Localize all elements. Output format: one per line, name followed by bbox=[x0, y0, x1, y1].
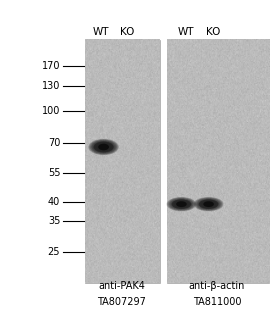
Ellipse shape bbox=[167, 197, 195, 211]
Ellipse shape bbox=[168, 198, 195, 211]
Ellipse shape bbox=[170, 199, 193, 210]
Text: 170: 170 bbox=[42, 60, 60, 70]
Ellipse shape bbox=[170, 199, 193, 210]
Ellipse shape bbox=[197, 199, 220, 210]
Ellipse shape bbox=[168, 198, 195, 211]
Ellipse shape bbox=[90, 140, 118, 155]
Ellipse shape bbox=[172, 200, 191, 209]
Text: KO: KO bbox=[206, 27, 220, 37]
Ellipse shape bbox=[91, 140, 116, 154]
Text: 55: 55 bbox=[48, 168, 60, 178]
Ellipse shape bbox=[94, 142, 113, 152]
Ellipse shape bbox=[167, 197, 196, 211]
Ellipse shape bbox=[176, 201, 187, 207]
Ellipse shape bbox=[92, 141, 115, 153]
Ellipse shape bbox=[197, 198, 220, 210]
Ellipse shape bbox=[172, 199, 191, 209]
Ellipse shape bbox=[94, 142, 113, 152]
Text: 25: 25 bbox=[48, 247, 60, 257]
Text: KO: KO bbox=[120, 27, 135, 37]
Text: anti-β-actin: anti-β-actin bbox=[189, 281, 245, 291]
Ellipse shape bbox=[171, 199, 192, 209]
Ellipse shape bbox=[92, 141, 115, 153]
Ellipse shape bbox=[198, 199, 219, 209]
Ellipse shape bbox=[194, 197, 223, 211]
Text: anti-PAK4: anti-PAK4 bbox=[98, 281, 145, 291]
Ellipse shape bbox=[170, 198, 193, 210]
Ellipse shape bbox=[93, 141, 114, 153]
Ellipse shape bbox=[171, 199, 192, 209]
Ellipse shape bbox=[199, 199, 218, 209]
Ellipse shape bbox=[168, 197, 195, 211]
Ellipse shape bbox=[199, 199, 218, 209]
Text: 100: 100 bbox=[42, 106, 60, 116]
Ellipse shape bbox=[94, 141, 114, 152]
Ellipse shape bbox=[91, 140, 116, 154]
Ellipse shape bbox=[94, 142, 114, 152]
Ellipse shape bbox=[169, 198, 194, 210]
Ellipse shape bbox=[90, 140, 117, 154]
Ellipse shape bbox=[197, 198, 221, 210]
Ellipse shape bbox=[166, 197, 197, 212]
Ellipse shape bbox=[88, 139, 119, 155]
Ellipse shape bbox=[195, 198, 222, 211]
FancyBboxPatch shape bbox=[85, 40, 160, 283]
Ellipse shape bbox=[194, 197, 223, 211]
Text: 35: 35 bbox=[48, 216, 60, 226]
Ellipse shape bbox=[195, 198, 222, 211]
Ellipse shape bbox=[93, 141, 114, 153]
Ellipse shape bbox=[193, 197, 224, 212]
Ellipse shape bbox=[90, 140, 117, 154]
Text: 40: 40 bbox=[48, 197, 60, 207]
Text: TA807297: TA807297 bbox=[97, 297, 146, 307]
Ellipse shape bbox=[169, 198, 194, 210]
Ellipse shape bbox=[196, 198, 221, 210]
Ellipse shape bbox=[199, 200, 218, 209]
Ellipse shape bbox=[199, 199, 219, 209]
Ellipse shape bbox=[171, 199, 192, 209]
Ellipse shape bbox=[203, 201, 214, 207]
Ellipse shape bbox=[89, 139, 118, 155]
Ellipse shape bbox=[198, 199, 219, 209]
Ellipse shape bbox=[167, 197, 196, 211]
Ellipse shape bbox=[91, 140, 116, 154]
Ellipse shape bbox=[92, 140, 116, 154]
Ellipse shape bbox=[98, 144, 109, 150]
Text: 70: 70 bbox=[48, 138, 60, 148]
Ellipse shape bbox=[196, 198, 221, 210]
Text: WT: WT bbox=[93, 27, 109, 37]
Ellipse shape bbox=[169, 198, 193, 210]
Ellipse shape bbox=[92, 141, 115, 153]
Ellipse shape bbox=[172, 199, 191, 209]
Ellipse shape bbox=[197, 199, 220, 210]
Text: TA811000: TA811000 bbox=[193, 297, 241, 307]
Ellipse shape bbox=[195, 197, 222, 211]
Ellipse shape bbox=[88, 139, 119, 155]
Ellipse shape bbox=[89, 139, 118, 155]
FancyBboxPatch shape bbox=[167, 40, 269, 283]
Ellipse shape bbox=[195, 197, 223, 211]
Text: 130: 130 bbox=[42, 81, 60, 91]
Ellipse shape bbox=[89, 140, 118, 155]
Text: WT: WT bbox=[178, 27, 194, 37]
